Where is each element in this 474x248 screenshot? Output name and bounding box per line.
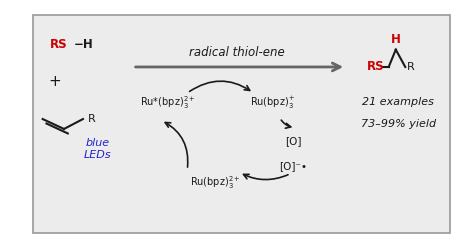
Text: [O]⁻•: [O]⁻• (279, 161, 307, 171)
Text: Ru(bpz)$_3^{2+}$: Ru(bpz)$_3^{2+}$ (191, 174, 241, 191)
Text: +: + (48, 74, 61, 89)
Text: −H: −H (73, 38, 93, 51)
Text: Ru*(bpz)$_3^{2+}$: Ru*(bpz)$_3^{2+}$ (140, 94, 196, 111)
Text: blue
LEDs: blue LEDs (83, 138, 111, 160)
Text: 73–99% yield: 73–99% yield (361, 119, 436, 129)
Text: R: R (407, 62, 414, 72)
Text: RS: RS (50, 38, 67, 51)
Text: [O]: [O] (285, 136, 301, 146)
Text: H: H (391, 33, 401, 46)
Text: RS: RS (367, 61, 385, 73)
Text: Ru(bpz)$_3^{+}$: Ru(bpz)$_3^{+}$ (250, 95, 295, 111)
FancyBboxPatch shape (33, 15, 450, 233)
Text: R: R (88, 114, 95, 124)
Text: 21 examples: 21 examples (362, 97, 434, 107)
Text: radical thiol-ene: radical thiol-ene (189, 46, 285, 59)
